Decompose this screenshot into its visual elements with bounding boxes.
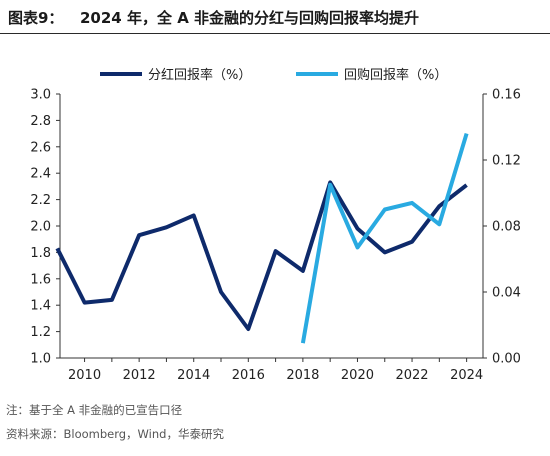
right-axis-tick-label: 0.16 [492,88,521,103]
right-axis-tick-label: 0.12 [492,154,521,169]
left-axis-tick-label: 2.4 [30,167,51,182]
right-axis-tick-label: 0.00 [492,352,521,367]
right-axis-tick-label: 0.08 [492,220,521,235]
left-axis-tick-label: 2.0 [30,220,51,235]
dividend-yield-line [55,180,468,331]
x-axis-tick-label: 2016 [232,368,265,383]
x-axis-tick-label: 2020 [341,368,374,383]
x-axis-tick-label: 2024 [450,368,483,383]
left-axis-tick-label: 3.0 [30,88,51,103]
legend-label: 回购回报率（%） [344,67,447,83]
legend-label: 分红回报率（%） [148,67,251,83]
footer-note: 注：基于全 A 非金融的已宣告口径 [6,403,183,417]
left-axis-tick-label: 1.4 [30,299,51,314]
left-axis-tick-label: 2.6 [30,140,51,155]
left-axis-tick-label: 1.6 [30,272,51,287]
x-axis-tick-label: 2018 [286,368,319,383]
left-axis-tick-label: 2.2 [30,193,51,208]
right-axis-tick-label: 0.04 [492,286,521,301]
footer-source: 资料来源：Bloomberg，Wind，华泰研究 [6,427,224,441]
left-axis-tick-label: 2.8 [30,114,51,129]
figure-header: 图表9： 2024 年，全 A 非金融的分红与回购回报率均提升 [0,0,550,34]
left-axis-tick-label: 1.2 [30,325,51,340]
left-axis-tick-label: 1.8 [30,246,51,261]
x-axis-tick-label: 2012 [123,368,156,383]
line-chart: 1.0 1.2 1.4 1.6 1.8 2.0 2.2 2.4 2.6 2.8 3.0 0.00 0.0… [30,67,521,383]
figure-title: 2024 年，全 A 非金融的分红与回购回报率均提升 [80,9,420,27]
left-axis-tick-label: 1.0 [30,352,51,367]
x-axis-tick-label: 2014 [177,368,210,383]
figure-label: 图表9： [8,9,64,27]
x-axis-tick-label: 2010 [68,368,101,383]
x-axis-tick-label: 2022 [395,368,428,383]
buyback-yield-line [300,133,469,344]
